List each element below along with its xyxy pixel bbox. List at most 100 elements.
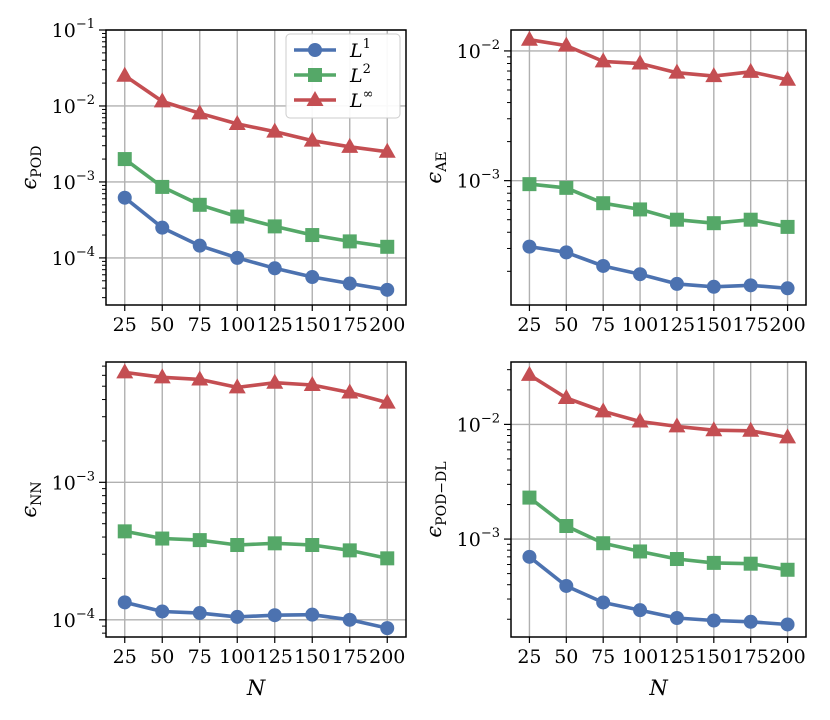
data-point [230,209,245,224]
x-tick-label: 200 [369,314,405,336]
axes-frame [510,361,807,638]
data-point [117,190,132,205]
data-point [116,66,134,82]
data-point [266,122,284,138]
data-point [780,617,795,632]
series-2 [522,490,795,577]
series-line [123,73,390,154]
series-1 [117,190,395,297]
data-point [305,270,320,285]
y-axis-label: ϵNN [17,481,45,517]
data-point [706,216,721,231]
data-point [191,370,209,386]
data-point [520,30,538,46]
series-2 [117,152,395,254]
series-3 [520,365,797,444]
x-tick-label: 150 [696,646,732,668]
data-point [743,212,758,227]
y-tick-label: 10−2 [457,38,500,63]
legend-marker [308,43,322,57]
data-point [668,63,686,79]
data-point [594,402,612,418]
data-point [192,606,207,621]
data-point [706,279,721,294]
data-point [631,54,649,70]
data-point [378,393,396,409]
data-point [522,239,537,254]
x-tick-label: 25 [113,646,137,668]
data-point [341,137,359,153]
data-point [559,519,574,534]
data-point [669,552,684,567]
series-1 [117,595,395,636]
data-point [117,152,132,167]
legend-label: L∞ [349,87,373,112]
x-tick-label: 200 [369,646,405,668]
x-tick-label: 175 [332,314,368,336]
data-point [631,412,649,428]
y-tick-label: 10−3 [52,469,95,494]
data-point [117,524,132,539]
data-point [706,613,721,628]
data-point [380,621,395,636]
x-tick-label: 200 [769,314,805,336]
data-point [303,131,321,147]
y-tick-label: 10−2 [52,93,95,118]
data-point [228,378,246,394]
data-point [155,220,170,235]
data-point [559,180,574,195]
data-point [633,267,648,282]
x-axis-label: N [246,676,266,700]
data-point [520,365,538,381]
data-point [743,614,758,629]
data-point [780,281,795,296]
data-point [742,62,760,78]
x-tick-label: 75 [188,314,212,336]
x-tick-label: 25 [113,314,137,336]
series-line [123,370,390,405]
data-point [342,276,357,291]
data-point [742,421,760,437]
x-tick-label: 175 [733,314,769,336]
panel-1: 10−4 10−3 10−2 10−1 25 50 75 100 125 150 175 200 ϵPO… [17,17,407,336]
data-point [380,282,395,297]
data-point [380,239,395,254]
data-point [153,92,171,108]
data-point [557,36,575,52]
panel-2: 10−3 10−2 25 50 75 100 125 150 175 200 ϵAE [422,29,807,336]
x-tick-label: 50 [554,646,578,668]
data-point [342,543,357,558]
data-point [743,278,758,293]
data-point [557,388,575,404]
data-point [117,595,132,610]
data-point [230,609,245,624]
data-point [341,383,359,399]
panel-4: 10−3 10−2 25 50 75 100 125 150 175 200 ϵPOD−DL N [422,361,807,700]
x-tick-label: 50 [150,646,174,668]
x-tick-label: 125 [659,314,695,336]
data-point [780,562,795,577]
data-point [559,578,574,593]
data-point [669,212,684,227]
x-tick-label: 75 [188,646,212,668]
data-point [342,234,357,249]
data-point [633,603,648,618]
x-tick-label: 100 [219,314,255,336]
panel-3: 10−4 10−3 25 50 75 100 125 150 175 200 ϵNN N [17,361,407,700]
x-tick-label: 100 [622,314,658,336]
y-tick-label: 10−4 [52,245,95,270]
data-point [380,551,395,566]
x-tick-label: 175 [733,646,769,668]
y-axis-label: ϵPOD [17,146,45,190]
data-point [155,604,170,619]
data-point [559,245,574,260]
data-point [522,177,537,192]
data-point [303,376,321,392]
data-point [705,67,723,83]
y-tick-label: 10−3 [457,526,500,551]
axes-frame [510,29,807,306]
data-point [267,608,282,623]
y-tick-label: 10−1 [52,17,95,42]
y-axis-label: ϵPOD−DL [422,461,450,537]
